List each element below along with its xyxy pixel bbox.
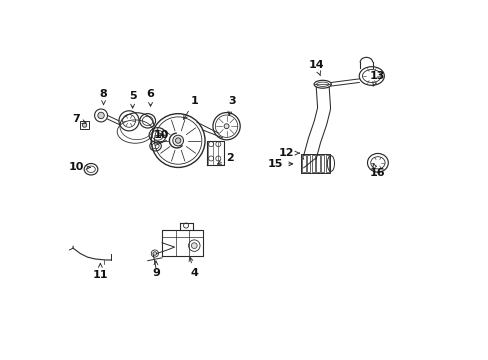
Text: 9: 9 xyxy=(152,261,160,278)
Text: 10: 10 xyxy=(153,130,169,140)
Bar xyxy=(306,154,310,172)
Bar xyxy=(302,154,305,172)
Circle shape xyxy=(82,123,86,127)
Circle shape xyxy=(224,124,228,129)
Text: 2: 2 xyxy=(217,153,234,165)
Text: 6: 6 xyxy=(146,89,154,106)
Text: 10: 10 xyxy=(68,162,90,172)
Circle shape xyxy=(191,243,197,248)
Text: 13: 13 xyxy=(369,71,384,86)
Text: 3: 3 xyxy=(227,96,235,115)
Circle shape xyxy=(175,138,181,143)
Text: 4: 4 xyxy=(189,257,198,278)
Circle shape xyxy=(98,112,104,119)
Text: 15: 15 xyxy=(267,159,292,169)
Bar xyxy=(316,154,319,172)
Circle shape xyxy=(172,135,183,146)
Circle shape xyxy=(153,252,156,255)
Bar xyxy=(320,154,324,172)
Text: 8: 8 xyxy=(100,89,107,105)
Bar xyxy=(325,154,328,172)
Text: 12: 12 xyxy=(278,148,299,158)
Text: 5: 5 xyxy=(128,91,136,108)
Text: 14: 14 xyxy=(308,60,324,76)
Text: 11: 11 xyxy=(92,264,108,280)
Bar xyxy=(311,154,314,172)
Text: 16: 16 xyxy=(368,164,384,178)
Text: 7: 7 xyxy=(72,114,86,124)
Text: 1: 1 xyxy=(183,96,198,120)
Bar xyxy=(80,121,89,129)
